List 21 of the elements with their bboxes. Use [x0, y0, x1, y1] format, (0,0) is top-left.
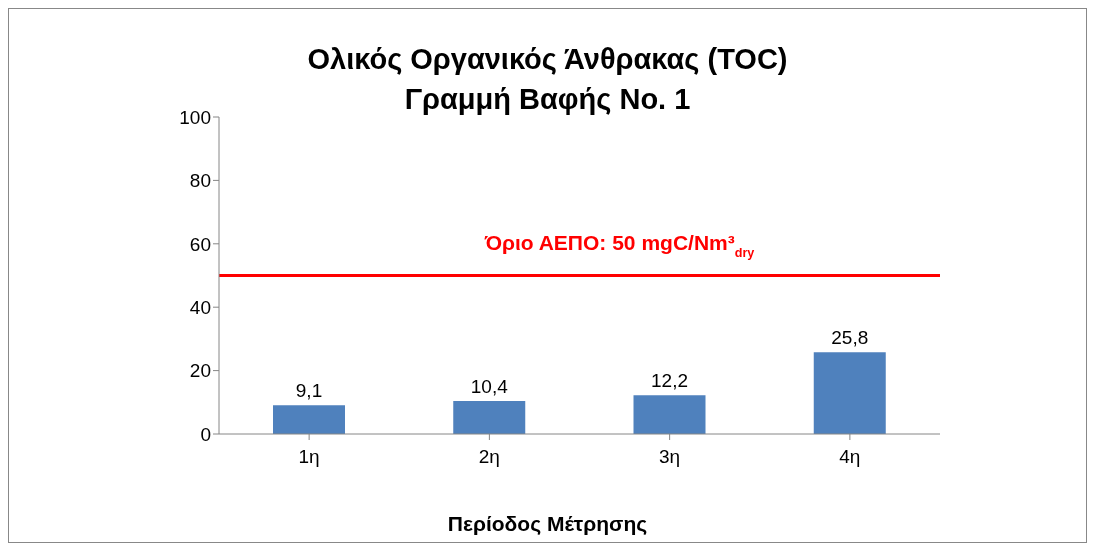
data-label: 9,1	[295, 380, 323, 402]
bar	[813, 352, 886, 434]
bar	[453, 401, 526, 434]
data-label: 12,2	[651, 370, 688, 392]
y-tick-label: 60	[189, 233, 211, 255]
x-tick-label: 4η	[839, 446, 861, 468]
y-tick-label: 80	[189, 170, 211, 192]
x-tick-label: 2η	[478, 446, 500, 468]
ref-line-label: Όριο ΑΕΠΟ: 50 mgC/Nm³$_{dry}$	[483, 230, 755, 260]
x-tick-label: 3η	[659, 446, 681, 468]
bar	[633, 395, 706, 434]
data-label: 10,4	[470, 376, 509, 398]
bar	[273, 405, 345, 434]
y-tick-label: 100	[179, 106, 211, 128]
data-label: 25,8	[831, 327, 869, 349]
chart-title: Ολικός Οργανικός Άνθρακας (TOC) Γραμμή Βαφής No. 1	[307, 43, 788, 115]
x-tick-label: 1η	[298, 446, 320, 468]
y-tick-label: 0	[200, 423, 211, 445]
y-tick-label: 40	[189, 296, 211, 318]
y-tick-label: 20	[189, 360, 211, 382]
x-axis-title: Περίοδος Μέτρησης	[446, 512, 649, 536]
